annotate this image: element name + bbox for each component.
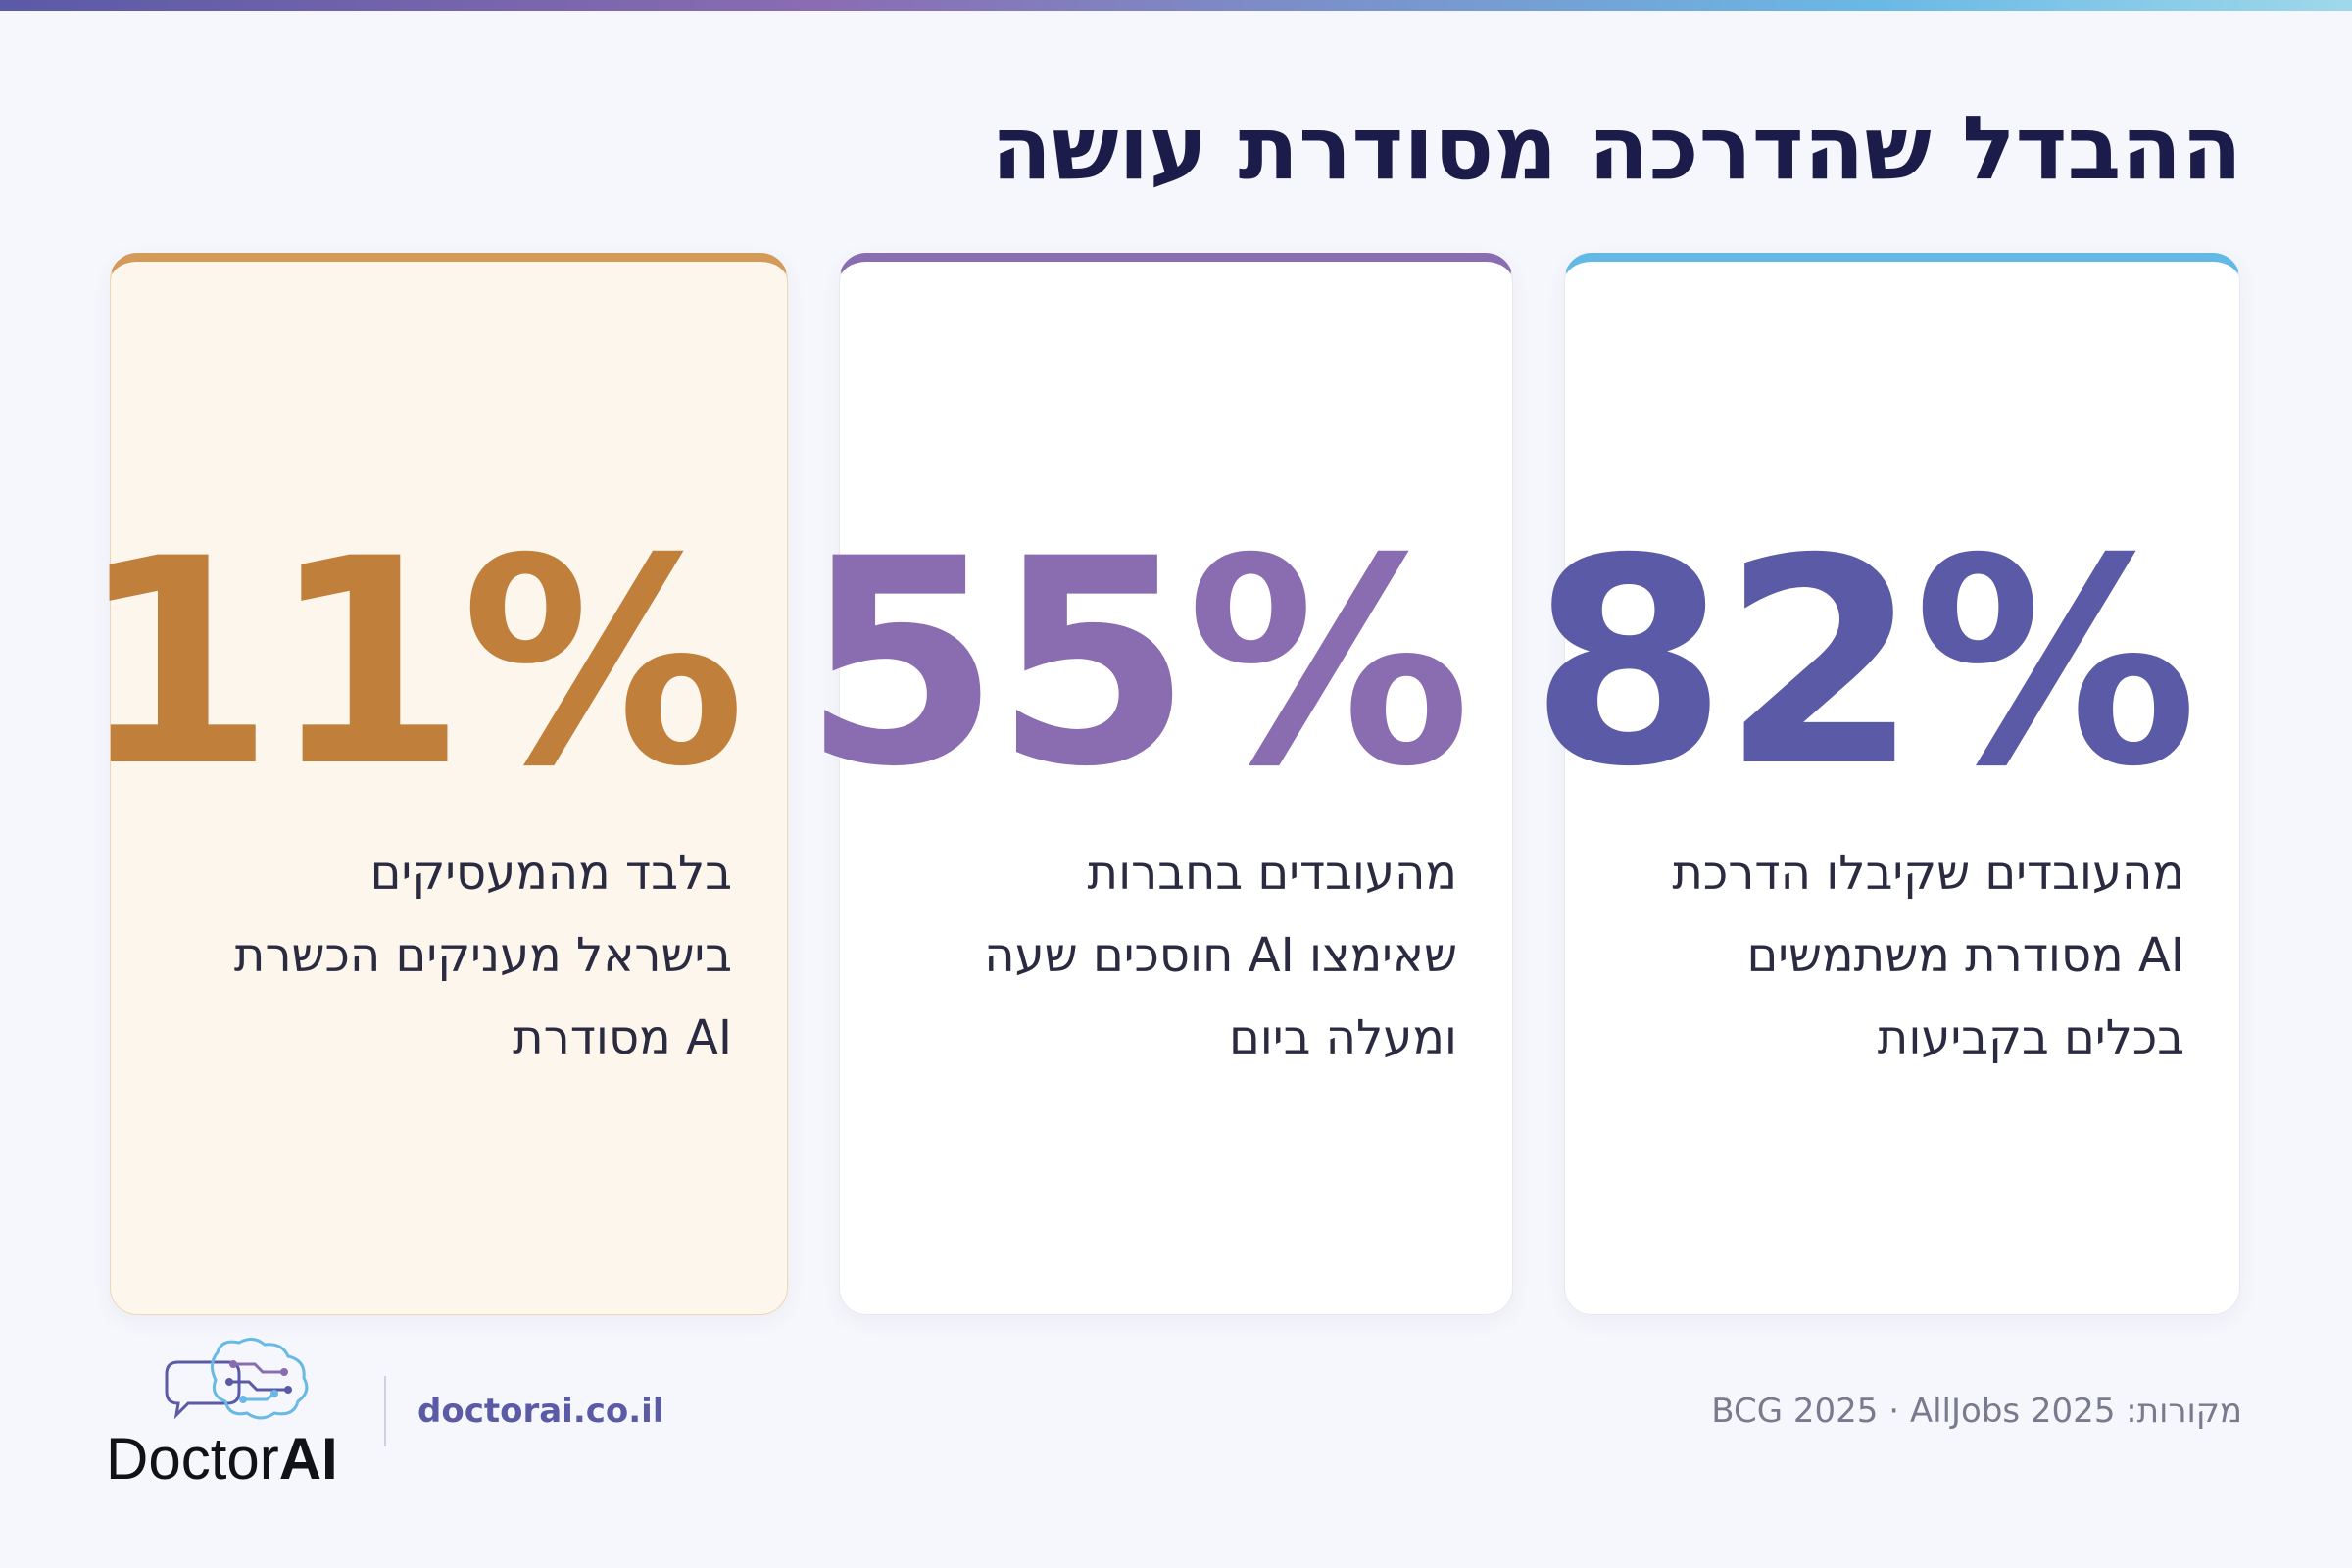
stat-value: 82% [1529,499,2198,829]
description-line: AI מסודרת [513,1010,732,1065]
footer-divider [384,1376,386,1446]
sources-list: BCG 2025 · AllJobs 2025 [1711,1392,2116,1431]
description-line: מהעובדים שקיבלו הדרכת [1672,846,2184,901]
stat-value: 11% [76,499,746,829]
stat-value: 55% [802,499,1471,829]
description-line: בלבד מהמעסיקים [369,846,732,901]
page-title: ההבדל שהדרכה מסודרת עושה [991,97,2242,200]
sources-label: מקורות: [2126,1392,2242,1431]
stat-description: בלבד מהמעסיקים בישראל מעניקים הכשרת AI מ… [144,832,732,1079]
stat-card-55: 55% מהעובדים בחברות שאימצו AI חוסכים שעה… [803,253,1513,1315]
description-line: בכלים בקביעות [1877,1010,2184,1065]
description-line: מהעובדים בחברות [1087,846,1457,901]
description-line: ומעלה ביום [1228,1010,1457,1065]
website-link[interactable]: doctorai.co.il [417,1392,664,1431]
top-gradient-bar [0,0,2352,11]
stat-description: מהעובדים בחברות שאימצו AI חוסכים שעה ומע… [869,832,1457,1079]
logo-text-ai: AI [278,1426,338,1492]
brain-circuit-icon [165,1338,309,1420]
sources-note: מקורות: BCG 2025 · AllJobs 2025 [1711,1388,2242,1435]
description-line: בישראל מעניקים הכשרת [233,928,732,983]
stat-card-11: 11% בלבד מהמעסיקים בישראל מעניקים הכשרת … [77,253,788,1315]
description-line: AI מסודרת משתמשים [1746,928,2184,983]
doctorai-logo[interactable]: DoctorAI [106,1335,361,1492]
stat-card-82: 82% מהעובדים שקיבלו הדרכת AI מסודרת משתמ… [1530,253,2240,1315]
stat-description: מהעובדים שקיבלו הדרכת AI מסודרת משתמשים … [1596,832,2184,1079]
logo-text-main: Doctor [106,1426,279,1492]
logo-wordmark: DoctorAI [106,1425,338,1494]
description-line: שאימצו AI חוסכים שעה [984,928,1457,983]
